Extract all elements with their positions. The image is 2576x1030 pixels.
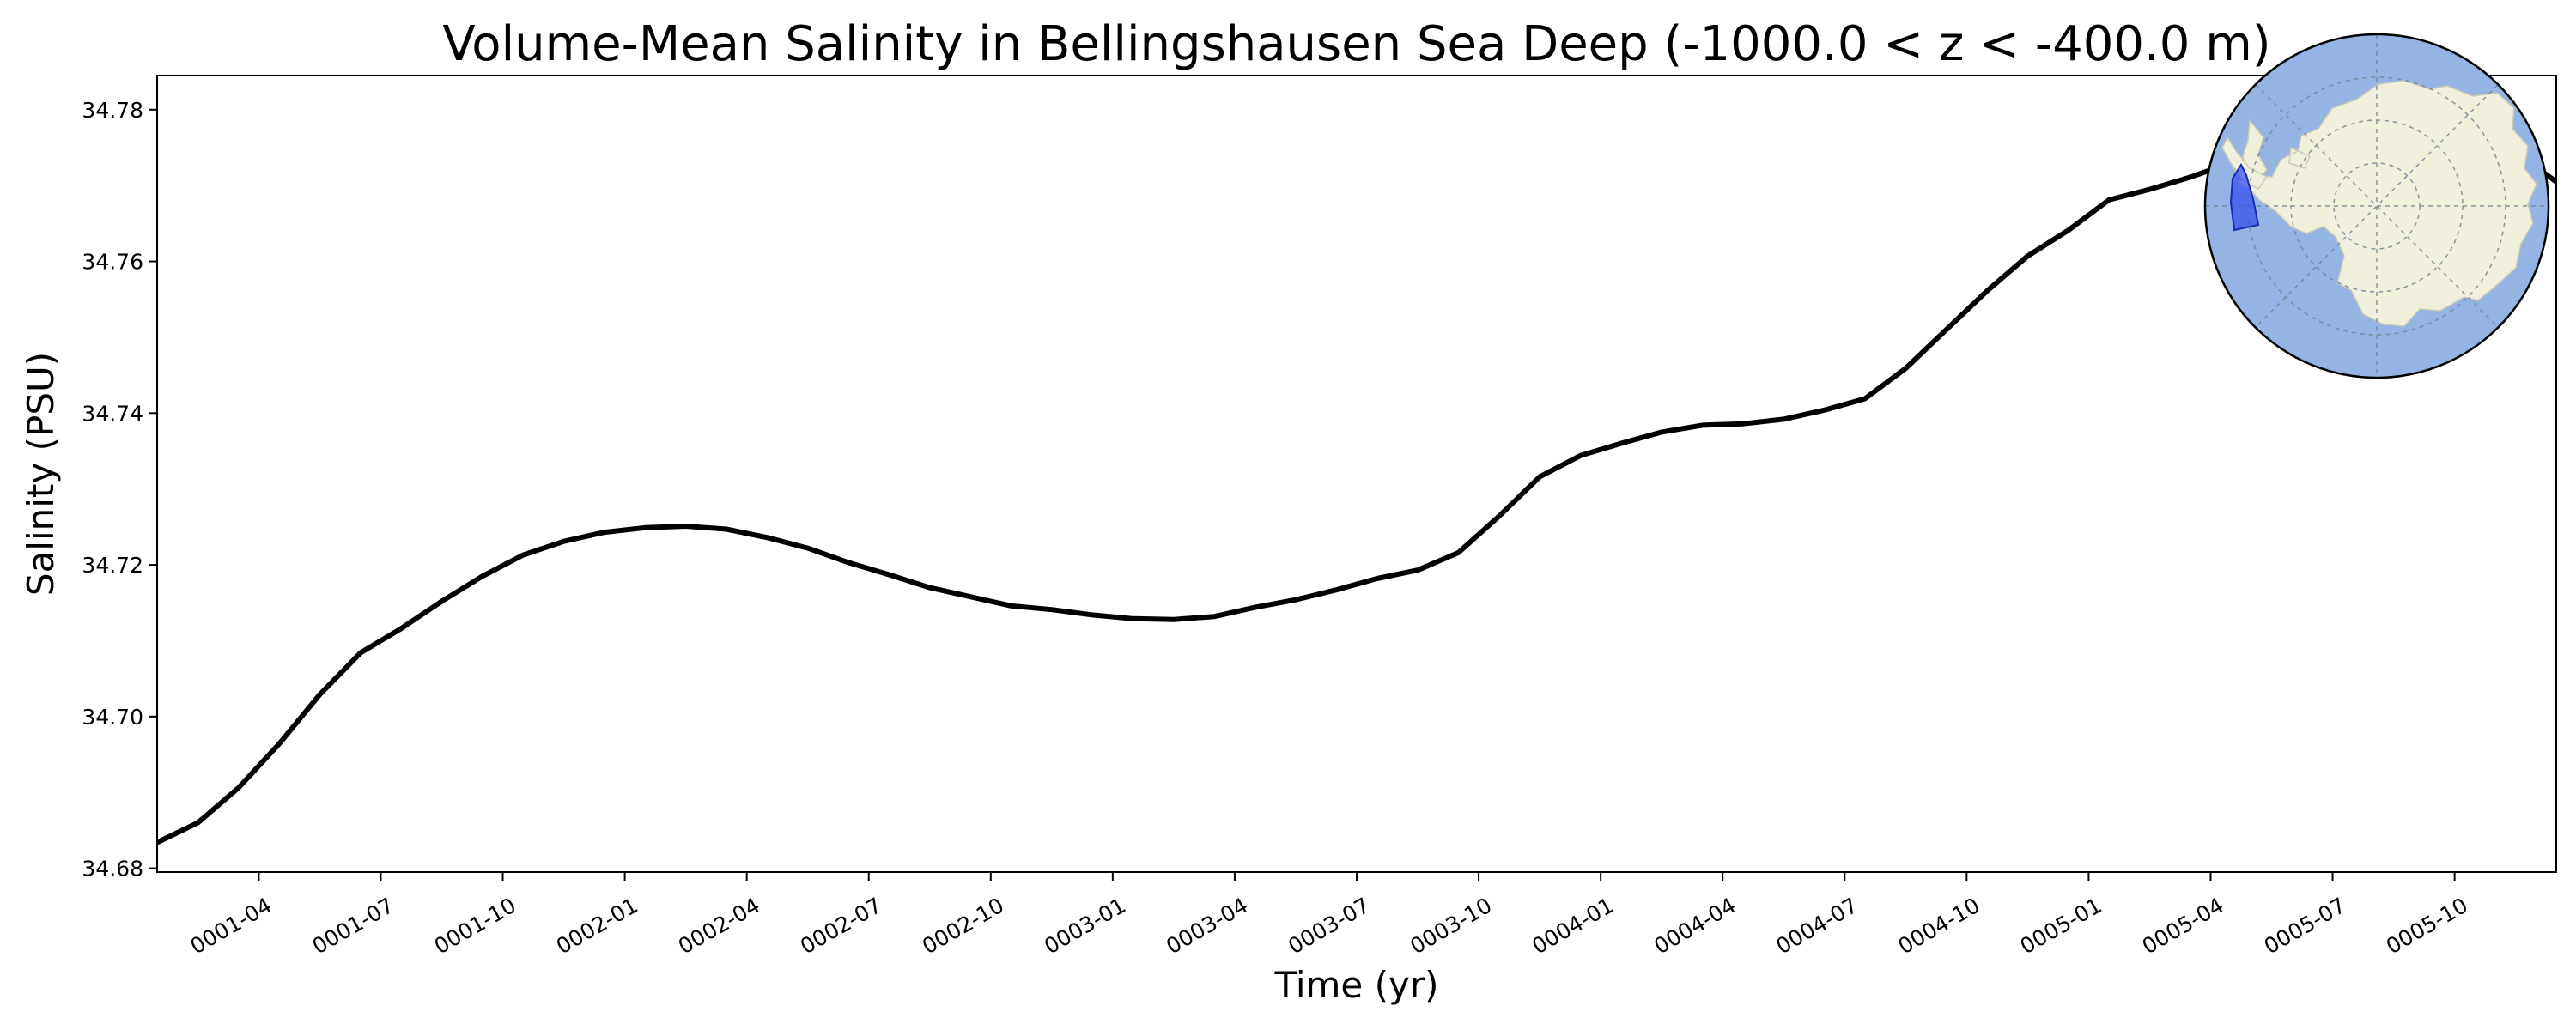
y-tick-label: 34.74 — [82, 401, 143, 426]
map-antarctic-peninsula — [2221, 136, 2269, 190]
y-tick-label: 34.72 — [82, 553, 143, 578]
map-region-bellingshausen — [2229, 162, 2260, 232]
series-line-salinity — [157, 124, 2556, 845]
y-axis-ticks: 34.68 34.70 34.72 34.74 34.76 34.78 — [82, 98, 157, 882]
map-border — [2203, 33, 2550, 379]
y-tick-label: 34.78 — [82, 98, 143, 123]
y-tick-label: 34.68 — [82, 857, 143, 882]
y-tick-label: 34.70 — [82, 705, 143, 730]
plot-frame — [156, 75, 2557, 873]
y-tick-label: 34.76 — [82, 250, 143, 275]
y-axis-title: Salinity (PSU) — [20, 352, 62, 596]
x-axis-title: Time (yr) — [1273, 964, 1438, 1006]
chart-title: Volume-Mean Salinity in Bellingshausen S… — [442, 16, 2270, 72]
inset-map-antarctica — [2203, 33, 2550, 379]
